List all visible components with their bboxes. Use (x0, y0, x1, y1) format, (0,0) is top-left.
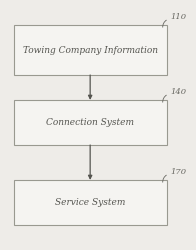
Text: 110: 110 (171, 13, 187, 21)
Text: 140: 140 (171, 88, 187, 96)
Bar (14, 100, 167, 145)
Text: Connection System: Connection System (46, 118, 134, 127)
Bar (14, 180, 167, 225)
Bar (14, 25, 167, 75)
Text: Towing Company Information: Towing Company Information (23, 46, 158, 54)
Text: Service System: Service System (55, 198, 125, 207)
Text: 170: 170 (171, 168, 187, 176)
